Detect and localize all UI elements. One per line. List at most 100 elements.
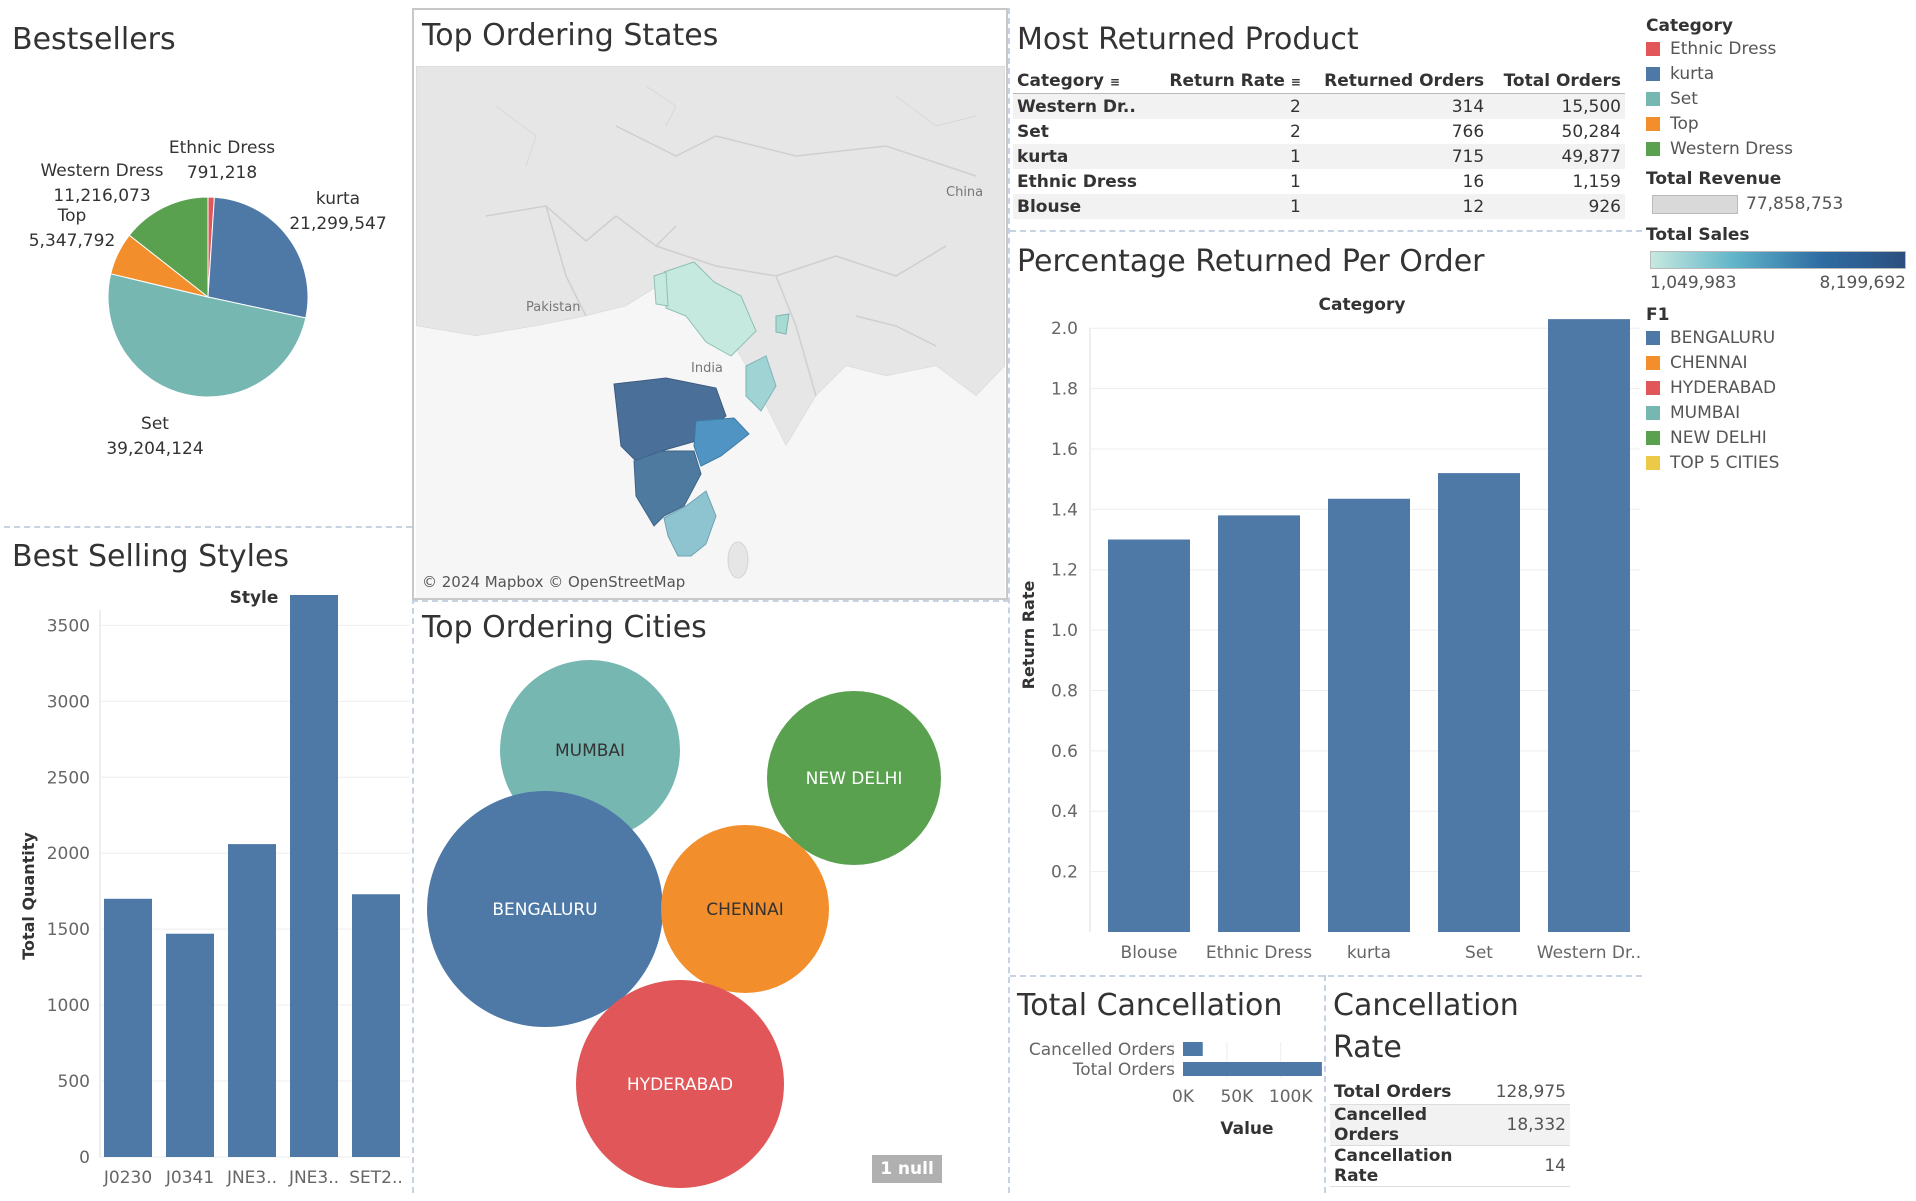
city-legend-item[interactable]: HYDERABAD <box>1646 375 1906 400</box>
col-returned-orders[interactable]: Returned Orders <box>1304 68 1489 94</box>
return-rate-bar[interactable] <box>1548 319 1630 933</box>
cities-bubble-chart: MUMBAI NEW DELHI BENGALURU CHENNAI HYDERABAD <box>427 660 941 1188</box>
y-axis-label: Total Quantity <box>19 832 38 960</box>
style-bar[interactable] <box>352 894 400 1157</box>
style-bar[interactable] <box>228 844 276 1157</box>
table-row[interactable]: kurta 1 715 49,877 <box>1013 144 1625 169</box>
return-rate-bar[interactable] <box>1438 473 1520 932</box>
legend-label: Top <box>1670 113 1699 134</box>
x-tick-label: JNE3.. <box>226 1168 277 1188</box>
sort-icon[interactable]: ≡ <box>1290 74 1301 89</box>
city-bubble[interactable] <box>661 825 829 993</box>
legend-sales-title: Total Sales <box>1646 225 1750 245</box>
pie-slice[interactable] <box>128 196 209 299</box>
category-legend-item[interactable]: Western Dress <box>1646 136 1906 161</box>
legend-swatch <box>1646 141 1660 156</box>
table-row[interactable]: Set 2 766 50,284 <box>1017 121 1621 142</box>
y-tick-label: 0.8 <box>1051 681 1078 701</box>
sales-min: 1,049,983 <box>1650 273 1737 293</box>
table-row[interactable]: Blouse 1 12 926 <box>1013 194 1625 219</box>
pie-value-label: 21,299,547 <box>289 214 386 234</box>
legend-swatch <box>1646 66 1660 81</box>
table-row: Cancelled Orders 18,332 <box>1330 1104 1570 1146</box>
null-badge[interactable]: 1 null <box>872 1155 942 1183</box>
legend-label: Ethnic Dress <box>1670 38 1777 59</box>
category-legend-item[interactable]: kurta <box>1646 61 1906 86</box>
x-tick-label: Western Dr.. <box>1537 943 1641 963</box>
styles-bar-chart: Style 0 500 1000 1500 2000 2500 3000 3500 J0230 J0… <box>19 588 410 1188</box>
x-tick-label: 50K <box>1220 1087 1254 1107</box>
pct-header: Category <box>1319 295 1406 315</box>
cancellation-title: Total Cancellation <box>1017 988 1283 1023</box>
cancellation-bar[interactable] <box>1183 1042 1203 1056</box>
styles-header: Style <box>230 588 279 608</box>
category-legend-item[interactable]: Top <box>1646 111 1906 136</box>
legend-swatch <box>1646 41 1660 56</box>
map-label-china: China <box>946 185 983 200</box>
x-axis-label: Value <box>1220 1119 1273 1139</box>
city-bubble-label: NEW DELHI <box>806 769 903 789</box>
legend-label: Set <box>1670 88 1698 109</box>
y-tick-label: 0.2 <box>1051 863 1078 883</box>
sort-icon[interactable]: ≡ <box>1109 74 1120 89</box>
pie-slice[interactable] <box>107 273 307 398</box>
pie-label: Top <box>57 206 87 226</box>
pie-label: Western Dress <box>40 161 163 181</box>
pct-title: Percentage Returned Per Order <box>1017 244 1485 279</box>
city-legend-item[interactable]: NEW DELHI <box>1646 425 1906 450</box>
style-bar[interactable] <box>166 933 214 1157</box>
legend-panel: Category Ethnic Dress kurta Set Top Western … <box>1646 16 1906 475</box>
styles-title: Best Selling Styles <box>12 539 290 574</box>
legend-label: kurta <box>1670 63 1715 84</box>
rate-title-line1: Cancellation <box>1333 988 1519 1023</box>
city-legend-item[interactable]: MUMBAI <box>1646 400 1906 425</box>
legend-swatch <box>1646 380 1660 395</box>
x-tick-label: J0230 <box>103 1168 152 1188</box>
y-tick-label: 1.8 <box>1051 380 1078 400</box>
pie-label: kurta <box>316 189 360 209</box>
city-legend-item[interactable]: BENGALURU <box>1646 325 1906 350</box>
cancellation-bar[interactable] <box>1183 1062 1322 1076</box>
style-bar[interactable] <box>104 898 152 1157</box>
legend-label: MUMBAI <box>1670 402 1741 423</box>
return-rate-bar[interactable] <box>1108 539 1190 932</box>
pie-slice[interactable] <box>207 196 309 319</box>
table-row: Cancellation Rate 14 <box>1330 1146 1570 1187</box>
y-tick-label: 2.0 <box>1051 319 1078 339</box>
bestsellers-pie-chart: Ethnic Dress 791,218 kurta 21,299,547 Set 39,… <box>29 138 387 459</box>
returned-table: Category ≡ Return Rate ≡ Returned Orders… <box>1013 68 1625 219</box>
city-bubble[interactable] <box>427 791 663 1027</box>
pct-bar-chart: Category 0.2 0.4 0.6 0.8 1.0 1.2 1.4 1.6 1.8 2.0 Bl… <box>1019 295 1641 963</box>
x-tick-label: J0341 <box>165 1168 214 1188</box>
y-tick-label: 0.6 <box>1051 742 1078 762</box>
y-tick-label: 3000 <box>47 692 90 712</box>
revenue-value: 77,858,753 <box>1746 194 1844 214</box>
legend-label: NEW DELHI <box>1670 427 1767 448</box>
table-row[interactable]: Ethnic Dress 1 16 1,159 <box>1017 171 1621 192</box>
pie-value-label: 5,347,792 <box>29 231 116 251</box>
category-legend-item[interactable]: Set <box>1646 86 1906 111</box>
y-tick-label: 3500 <box>47 616 90 636</box>
return-rate-bar[interactable] <box>1328 498 1410 932</box>
col-category[interactable]: Category ≡ <box>1013 68 1153 94</box>
style-bar[interactable] <box>290 595 338 1157</box>
legend-label: BENGALURU <box>1670 327 1776 348</box>
city-bubble[interactable] <box>576 980 784 1188</box>
return-rate-bar[interactable] <box>1218 515 1300 932</box>
city-bubble[interactable] <box>767 691 941 865</box>
city-legend-item[interactable]: TOP 5 CITIES <box>1646 450 1906 475</box>
legend-swatch <box>1646 455 1660 470</box>
col-total-orders[interactable]: Total Orders <box>1488 68 1625 94</box>
states-map[interactable]: Pakistan India China © 2024 Mapbox © Ope… <box>416 66 1005 598</box>
bestsellers-title: Bestsellers <box>12 22 176 57</box>
legend-swatch <box>1646 405 1660 420</box>
col-return-rate[interactable]: Return Rate ≡ <box>1152 68 1305 94</box>
legend-swatch <box>1646 116 1660 131</box>
legend-f1-title: F1 <box>1646 305 1670 325</box>
city-legend-item[interactable]: CHENNAI <box>1646 350 1906 375</box>
category-legend-item[interactable]: Ethnic Dress <box>1646 36 1906 61</box>
y-tick-label: 2000 <box>47 844 90 864</box>
x-tick-label: Ethnic Dress <box>1206 943 1312 963</box>
table-row[interactable]: Western Dr.. 2 314 15,500 <box>1013 93 1625 119</box>
